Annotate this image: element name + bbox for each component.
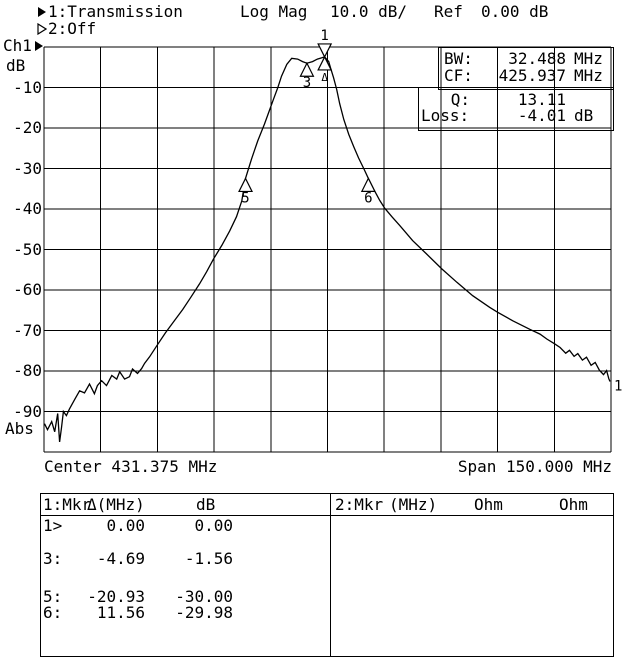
marker-label: Δ — [321, 71, 328, 84]
trace-plot: 1 1 Δ3 5 6 — [43, 28, 622, 453]
active-marker-symbol — [317, 43, 333, 59]
marker-row-val: -30.00 — [175, 587, 233, 606]
span-label: Span 150.000 MHz — [457, 457, 612, 476]
marker-table-1-header-divider — [41, 515, 331, 516]
bw-value: 32.488 — [508, 49, 566, 68]
y-axis-tick-label: -10 — [13, 78, 42, 97]
marker-row-freq: -20.93 — [87, 587, 145, 606]
marker-table-2-title: 2:Mkr — [335, 495, 384, 514]
marker-symbol — [360, 176, 376, 192]
scale-label: 10.0 dB/ — [330, 2, 408, 21]
marker-row-id: 6: — [43, 603, 63, 622]
q-loss-readout-box — [418, 87, 614, 131]
marker-table-2-col-val2: Ohm — [559, 495, 588, 514]
y-axis-tick-label: -90 — [13, 402, 42, 421]
cf-label: CF: — [444, 66, 473, 85]
y-axis-tick-label: -30 — [13, 159, 42, 178]
y-axis-mode: Abs — [5, 419, 34, 438]
bw-cf-readout-box — [438, 47, 614, 90]
bw-unit: MHz — [574, 49, 603, 68]
y-axis-tick-label: -70 — [13, 321, 42, 340]
channel-label: Ch1 — [3, 36, 32, 55]
marker-label: 1 — [320, 28, 328, 44]
loss-value: -4.01 — [517, 106, 566, 125]
marker-table-2: 2:Mkr (MHz) Ohm Ohm — [330, 493, 614, 657]
marker-table-2-col-freq: (MHz) — [389, 495, 438, 514]
y-axis-tick-label: -60 — [13, 280, 42, 299]
marker-table-1: 1:Mkr Δ(MHz) dB 1> 0.00 0.00 3: -4.69 -1… — [40, 493, 332, 657]
ref-label: Ref — [434, 2, 463, 21]
ref-value: 0.00 dB — [481, 2, 549, 21]
q-value: 13.11 — [517, 90, 566, 109]
trace1-label: 1:Transmission — [48, 2, 183, 21]
y-axis-tick-label: -20 — [13, 118, 42, 137]
marker-row-freq: -4.69 — [96, 549, 145, 568]
trace2-inactive-icon — [37, 23, 47, 35]
y-axis-tick-label: -50 — [13, 240, 42, 259]
marker-table-1-col-val: dB — [196, 495, 216, 514]
marker-label: 6 — [364, 190, 372, 206]
marker-table-1-title: 1:Mkr — [43, 495, 92, 514]
marker-table-2-col-val1: Ohm — [474, 495, 503, 514]
marker-table-1-col-freq: Δ(MHz) — [87, 495, 145, 514]
marker-row-val: -29.98 — [175, 603, 233, 622]
q-label: Q: — [450, 90, 470, 109]
loss-label: Loss: — [421, 106, 470, 125]
marker-row-val: 0.00 — [194, 516, 233, 535]
marker-table-2-header-divider — [331, 515, 613, 516]
channel-active-icon — [35, 41, 43, 51]
marker-label: 3 — [303, 75, 311, 91]
marker-row-id: 3: — [43, 549, 63, 568]
marker-row-val: -1.56 — [184, 549, 233, 568]
marker-label: 5 — [241, 190, 249, 206]
marker-row-id: 1> — [43, 516, 63, 535]
y-axis-tick-label: -40 — [13, 199, 42, 218]
trace-line — [43, 56, 611, 442]
cf-unit: MHz — [574, 66, 603, 85]
marker-symbol — [299, 61, 315, 77]
trace1-active-icon — [38, 7, 46, 17]
marker-row-freq: 11.56 — [96, 603, 145, 622]
y-axis-tick-label: -80 — [13, 361, 42, 380]
center-frequency-label: Center 431.375 MHz — [44, 457, 218, 476]
format-label: Log Mag — [240, 2, 308, 21]
reference-marker-symbol — [317, 55, 333, 71]
marker-row-freq: 0.00 — [106, 516, 145, 535]
marker-row-id: 5: — [43, 587, 63, 606]
bw-label: BW: — [444, 49, 473, 68]
marker-symbol — [238, 177, 254, 193]
y-axis-unit: dB — [6, 56, 26, 75]
trace-end-label: 1 — [614, 379, 622, 395]
loss-unit: dB — [574, 106, 594, 125]
trace2-label: 2:Off — [48, 19, 97, 38]
cf-value: 425.937 — [498, 66, 566, 85]
